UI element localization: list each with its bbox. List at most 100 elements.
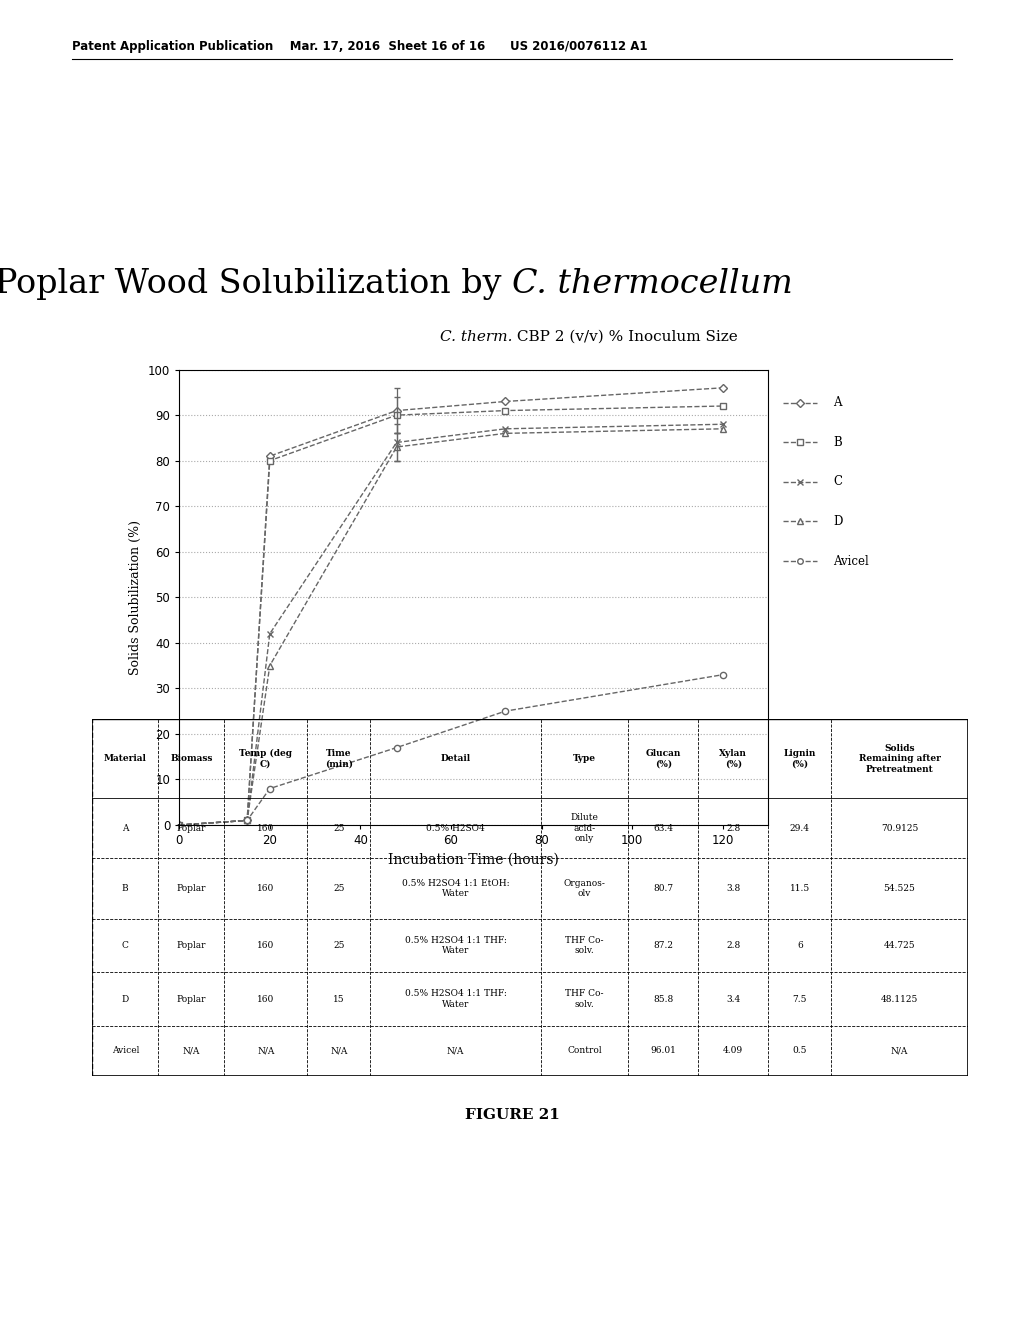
Text: 25: 25 (333, 824, 344, 833)
Text: 0.5: 0.5 (793, 1047, 807, 1056)
Text: 29.4: 29.4 (790, 824, 810, 833)
Y-axis label: Solids Solubilization (%): Solids Solubilization (%) (129, 520, 142, 675)
C (390, 434, 402, 450)
Text: 0.5% H2SO4 1:1 THF:
Water: 0.5% H2SO4 1:1 THF: Water (404, 990, 507, 1008)
Text: C: C (834, 475, 843, 488)
Text: 44.725: 44.725 (884, 941, 915, 950)
Text: A: A (122, 824, 128, 833)
Text: Material: Material (103, 754, 146, 763)
Text: Poplar: Poplar (176, 941, 206, 950)
Text: C: C (122, 941, 129, 950)
A (263, 449, 275, 465)
A (717, 380, 729, 396)
B (241, 813, 253, 829)
A (173, 817, 185, 833)
Avicel (263, 780, 275, 796)
Text: 25: 25 (333, 941, 344, 950)
Text: D: D (834, 515, 843, 528)
Line: Avicel: Avicel (176, 672, 726, 828)
Text: CBP 2 (v/v) % Inoculum Size: CBP 2 (v/v) % Inoculum Size (512, 330, 737, 343)
Text: 3.4: 3.4 (726, 995, 740, 1003)
Text: FIGURE 21: FIGURE 21 (465, 1109, 559, 1122)
Text: Temp (deg
C): Temp (deg C) (240, 748, 292, 768)
Text: Control: Control (567, 1047, 602, 1056)
Text: 96.01: 96.01 (650, 1047, 676, 1056)
Text: 160: 160 (257, 995, 274, 1003)
C (499, 421, 511, 437)
D (390, 440, 402, 455)
Text: Solids
Remaining after
Pretreatment: Solids Remaining after Pretreatment (859, 743, 940, 774)
Line: D: D (176, 425, 726, 828)
Line: B: B (176, 403, 726, 828)
Avicel (241, 813, 253, 829)
D (717, 421, 729, 437)
Text: 48.1125: 48.1125 (881, 995, 919, 1003)
Text: 160: 160 (257, 824, 274, 833)
Text: A: A (834, 396, 842, 409)
Text: 2.8: 2.8 (726, 941, 740, 950)
Text: N/A: N/A (891, 1047, 908, 1056)
Text: 85.8: 85.8 (653, 995, 674, 1003)
Text: 25: 25 (333, 884, 344, 894)
Text: B: B (834, 436, 843, 449)
A (241, 813, 253, 829)
Text: 80.7: 80.7 (653, 884, 673, 894)
C (241, 813, 253, 829)
Avicel (499, 704, 511, 719)
Text: THF Co-
solv.: THF Co- solv. (565, 936, 603, 956)
Text: N/A: N/A (330, 1047, 347, 1056)
Text: THF Co-
solv.: THF Co- solv. (565, 990, 603, 1008)
Text: C. therm.: C. therm. (439, 330, 512, 343)
B (499, 403, 511, 418)
Text: 160: 160 (257, 884, 274, 894)
Text: 15: 15 (333, 995, 345, 1003)
Text: 70.9125: 70.9125 (881, 824, 919, 833)
Avicel (173, 817, 185, 833)
Text: Dilute
acid-
only: Dilute acid- only (570, 813, 598, 843)
Text: B: B (122, 884, 129, 894)
Text: N/A: N/A (182, 1047, 200, 1056)
C (263, 626, 275, 642)
Text: Type: Type (572, 754, 596, 763)
Text: 87.2: 87.2 (653, 941, 673, 950)
A (390, 403, 402, 418)
C (173, 817, 185, 833)
Text: 11.5: 11.5 (790, 884, 810, 894)
Text: D: D (122, 995, 129, 1003)
Text: Time
(min): Time (min) (325, 748, 352, 768)
C (717, 416, 729, 432)
B (173, 817, 185, 833)
Text: C. thermocellum: C. thermocellum (512, 268, 793, 300)
Text: 2.8: 2.8 (726, 824, 740, 833)
Text: 63.4: 63.4 (653, 824, 673, 833)
Text: Poplar: Poplar (176, 884, 206, 894)
B (390, 407, 402, 422)
Text: 3.8: 3.8 (726, 884, 740, 894)
Text: 54.525: 54.525 (884, 884, 915, 894)
Text: 0.5% H2SO4: 0.5% H2SO4 (426, 824, 485, 833)
D (263, 657, 275, 673)
Text: Avicel: Avicel (112, 1047, 139, 1056)
Text: Poplar: Poplar (176, 824, 206, 833)
Text: Poplar Wood Solubilization by: Poplar Wood Solubilization by (0, 268, 512, 300)
Text: Poplar: Poplar (176, 995, 206, 1003)
Text: 0.5% H2SO4 1:1 EtOH:
Water: 0.5% H2SO4 1:1 EtOH: Water (401, 879, 509, 899)
Text: 160: 160 (257, 941, 274, 950)
Line: A: A (176, 384, 726, 828)
Text: Detail: Detail (440, 754, 471, 763)
Text: 4.09: 4.09 (723, 1047, 743, 1056)
D (241, 813, 253, 829)
Text: Glucan
(%): Glucan (%) (645, 748, 681, 768)
Text: N/A: N/A (257, 1047, 274, 1056)
Avicel (717, 667, 729, 682)
Text: 0.5% H2SO4 1:1 THF:
Water: 0.5% H2SO4 1:1 THF: Water (404, 936, 507, 956)
D (499, 425, 511, 441)
Text: Organos-
olv: Organos- olv (563, 879, 605, 899)
Text: Biomass: Biomass (170, 754, 213, 763)
Text: Avicel: Avicel (834, 554, 869, 568)
Text: 6: 6 (797, 941, 803, 950)
A (499, 393, 511, 409)
B (717, 399, 729, 414)
D (173, 817, 185, 833)
Text: N/A: N/A (446, 1047, 464, 1056)
